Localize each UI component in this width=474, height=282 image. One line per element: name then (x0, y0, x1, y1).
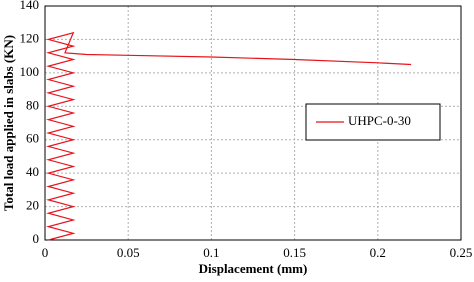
x-tick-label: 0.1 (203, 245, 219, 260)
data-line (46, 31, 412, 241)
legend-label: UHPC-0-30 (348, 113, 411, 128)
y-tick-label: 20 (26, 198, 39, 213)
x-tick-label: 0 (42, 245, 49, 260)
y-tick-label: 80 (26, 97, 39, 112)
plot-frame (44, 5, 462, 241)
x-tick-label: 0.05 (117, 245, 140, 260)
x-tick-label: 0.2 (370, 245, 386, 260)
y-tick-label: 0 (33, 231, 40, 246)
y-axis-title: Total load applied in slabs (KN) (1, 35, 16, 211)
y-tick-label: 120 (20, 30, 40, 45)
y-tick-label: 100 (20, 64, 40, 79)
x-tick-label: 0.25 (450, 245, 473, 260)
y-tick-label: 140 (20, 0, 40, 12)
x-axis-title: Displacement (mm) (199, 261, 308, 276)
x-tick-label: 0.15 (283, 245, 306, 260)
y-tick-label: 40 (26, 164, 39, 179)
y-tick-label: 60 (26, 131, 39, 146)
